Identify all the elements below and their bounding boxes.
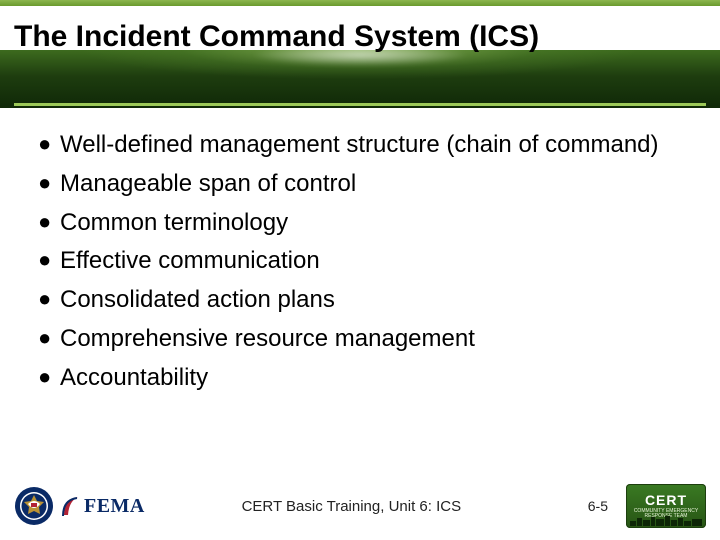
page-number: 6-5	[558, 498, 608, 514]
cert-logo: CERT COMMUNITY EMERGENCY RESPONSE TEAM	[626, 484, 706, 528]
list-item: Effective communication	[38, 244, 682, 279]
dhs-seal-icon	[14, 486, 54, 526]
list-item: Comprehensive resource management	[38, 322, 682, 357]
title-green-band	[0, 50, 720, 108]
body-area: Well-defined management structure (chain…	[0, 108, 720, 540]
footer: FEMA CERT Basic Training, Unit 6: ICS 6-…	[0, 478, 720, 540]
list-item: Accountability	[38, 361, 682, 396]
list-item: Common terminology	[38, 206, 682, 241]
fema-logo: FEMA	[62, 495, 145, 517]
list-item: Well-defined management structure (chain…	[38, 128, 682, 163]
slide: The Incident Command System (ICS) Well-d…	[0, 0, 720, 540]
list-item: Consolidated action plans	[38, 283, 682, 318]
skyline-icon	[630, 516, 702, 526]
title-underline	[14, 103, 706, 106]
cert-label: CERT	[645, 493, 687, 507]
title-band: The Incident Command System (ICS)	[0, 6, 720, 108]
list-item: Manageable span of control	[38, 167, 682, 202]
bullet-list: Well-defined management structure (chain…	[38, 128, 682, 396]
fema-swoosh-icon	[62, 495, 80, 517]
fema-text: FEMA	[84, 495, 145, 518]
footer-center-text: CERT Basic Training, Unit 6: ICS	[153, 498, 550, 515]
slide-title: The Incident Command System (ICS)	[14, 20, 706, 55]
